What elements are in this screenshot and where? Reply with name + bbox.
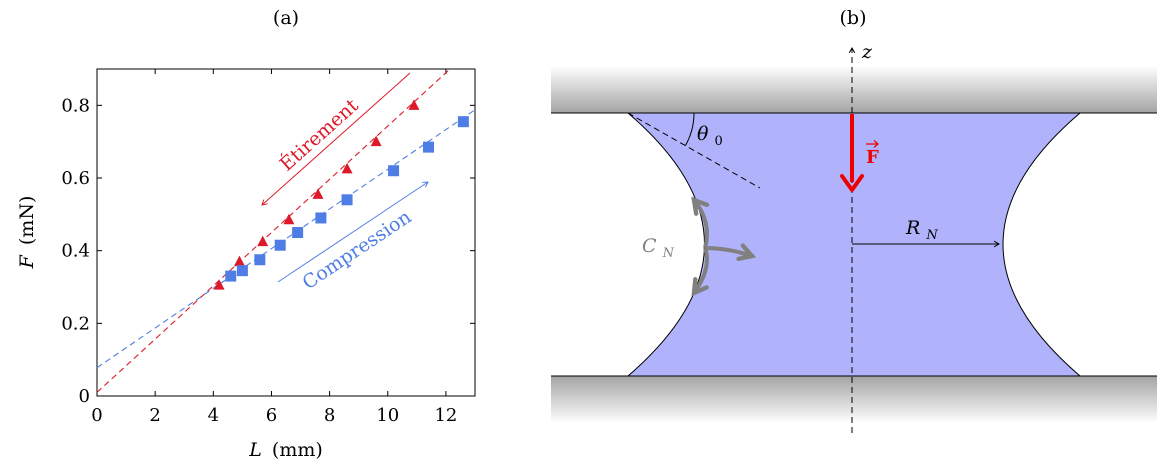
data-point-square <box>225 270 237 282</box>
data-point-square <box>341 194 353 206</box>
x-tick-label: 12 <box>434 405 457 426</box>
x-tick-label: 6 <box>266 405 277 426</box>
x-tick-label: 10 <box>376 405 399 426</box>
x-tick-label: 2 <box>149 405 160 426</box>
y-axis-label: F (mN) <box>16 196 38 270</box>
etirement-arrow <box>261 72 411 206</box>
radius-subscript: N <box>925 228 938 243</box>
annotation-compression: Compression <box>277 181 429 294</box>
data-point-triangle <box>233 255 245 267</box>
fit-lines <box>96 68 476 393</box>
force-vector-arrow <box>866 140 879 148</box>
data-point-square <box>422 141 434 153</box>
plot-frame <box>96 68 476 397</box>
compression-arrow <box>277 181 429 283</box>
contact-angle-arc <box>684 112 695 146</box>
annotation-etirement: Étirement <box>261 72 411 206</box>
x-axis-var: L <box>248 439 262 461</box>
theta-symbol: θ <box>697 123 709 145</box>
theta-subscript: 0 <box>715 134 723 149</box>
panel-b-diagram: (b) z θ 0 F R N <box>551 7 1157 433</box>
radius-symbol: R <box>905 217 920 239</box>
y-tick-label: 0.6 <box>61 168 90 189</box>
data-point-triangle <box>312 188 324 199</box>
bottom-plate <box>551 376 1157 423</box>
y-axis-unit: (mN) <box>16 196 38 245</box>
data-point-square <box>292 227 304 238</box>
panel-b-label: (b) <box>840 7 867 29</box>
data-point-triangle <box>213 279 225 290</box>
x-axis-label: L (mm) <box>248 439 323 461</box>
data-point-square <box>236 265 248 277</box>
data-point-square <box>274 239 286 251</box>
force-arrow <box>840 114 864 192</box>
curvature-arrows <box>694 200 752 293</box>
data-point-triangle <box>341 162 353 174</box>
data-points <box>213 99 469 290</box>
curvature-subscript: N <box>662 246 675 261</box>
y-tick-label: 0.2 <box>61 313 90 334</box>
panel-a-chart: (a) 0 2 4 6 8 10 12 0 0.2 0.4 0.6 0.8 Étirement Co… <box>16 7 476 461</box>
data-point-square <box>254 254 266 266</box>
y-axis-var: F <box>16 254 38 269</box>
data-point-square <box>315 212 327 224</box>
curvature-symbol: C <box>642 235 657 257</box>
etirement-label: Étirement <box>275 94 363 176</box>
panel-a-label: (a) <box>273 7 299 29</box>
z-axis-label: z <box>861 41 873 63</box>
force-label: F <box>866 147 879 168</box>
y-tick-label: 0 <box>79 386 90 407</box>
radius-label: R N <box>905 217 938 243</box>
data-point-triangle <box>408 99 420 110</box>
data-point-triangle <box>257 235 269 247</box>
curvature-label: C N <box>642 235 675 261</box>
x-axis-unit: (mm) <box>272 439 323 461</box>
y-tick-label: 0.4 <box>61 241 90 262</box>
data-point-triangle <box>283 213 295 225</box>
x-tick-label: 8 <box>324 405 335 426</box>
x-tick-label: 4 <box>208 405 219 426</box>
data-point-square <box>457 116 469 128</box>
data-point-triangle <box>370 135 382 147</box>
fit-line-square <box>96 109 476 369</box>
tangent-line <box>627 112 761 189</box>
y-axis-ticks: 0 0.2 0.4 0.6 0.8 <box>61 95 475 407</box>
x-axis-ticks: 0 2 4 6 8 10 12 <box>91 69 457 426</box>
data-point-square <box>388 165 400 177</box>
right-meniscus <box>1002 112 1081 377</box>
y-tick-label: 0.8 <box>61 95 90 116</box>
x-tick-label: 0 <box>91 405 102 426</box>
top-plate <box>551 66 1157 113</box>
contact-angle-label: θ 0 <box>697 123 723 149</box>
